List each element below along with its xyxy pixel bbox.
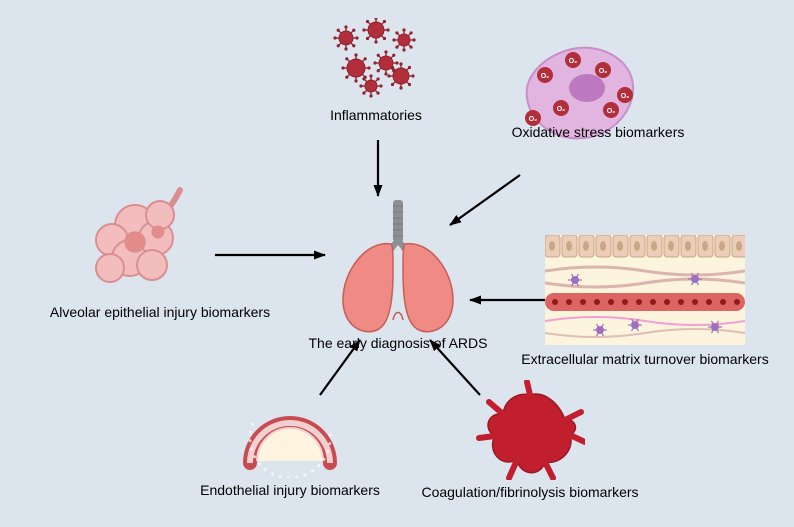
node-label-endothelial: Endothelial injury biomarkers [200, 482, 380, 498]
node-label-coagulation: Coagulation/fibrinolysis biomarkers [421, 484, 638, 500]
node-oxidative: O₂ O₂ O₂ O₂ O₂ O₂ O₂ Oxidative stress bi… [513, 40, 643, 170]
svg-text:O₂: O₂ [569, 58, 578, 65]
virus-cluster-icon [326, 18, 426, 103]
lungs-icon [333, 200, 463, 340]
svg-text:O₂: O₂ [621, 93, 630, 100]
ecm-tissue-icon [545, 235, 745, 345]
node-label-inflammatories: Inflammatories [330, 107, 422, 123]
center-node [333, 200, 463, 340]
platelet-icon [475, 380, 585, 480]
node-label-alveolar: Alveolar epithelial injury biomarkers [50, 304, 270, 320]
node-alveolar: Alveolar epithelial injury biomarkers [80, 180, 200, 320]
alveoli-icon [80, 180, 200, 300]
center-label: The early diagnosis of ARDS [309, 335, 488, 351]
svg-text:O₂: O₂ [529, 116, 538, 123]
vessel-section-icon [235, 383, 345, 478]
node-coagulation: Coagulation/fibrinolysis biomarkers [475, 380, 585, 500]
node-inflammatories: Inflammatories [326, 18, 426, 123]
svg-text:O₂: O₂ [607, 108, 616, 115]
svg-text:O₂: O₂ [557, 106, 566, 113]
node-endothelial: Endothelial injury biomarkers [235, 383, 345, 498]
svg-text:O₂: O₂ [541, 73, 550, 80]
node-label-ecm: Extracellular matrix turnover biomarkers [521, 351, 768, 367]
node-label-oxidative: Oxidative stress biomarkers [512, 124, 685, 140]
svg-text:O₂: O₂ [599, 68, 608, 75]
node-ecm: Extracellular matrix turnover biomarkers [545, 235, 745, 365]
